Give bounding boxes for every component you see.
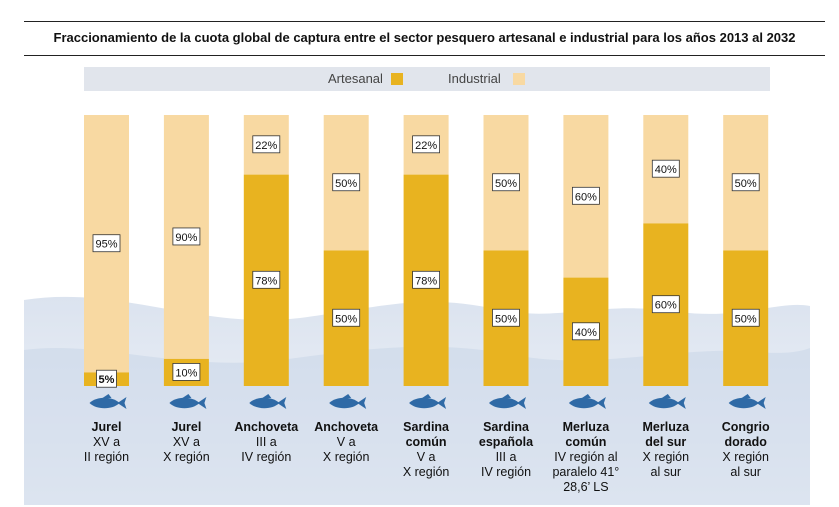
fish-icon <box>728 394 766 409</box>
category-label: Congrio dorado X región al sur <box>691 420 801 480</box>
species-name: Jurel <box>91 420 122 434</box>
data-label-artesanal-1-box <box>172 363 201 381</box>
species-name: Jurel <box>171 420 202 434</box>
category-label: Sardina española III a IV región <box>451 420 561 480</box>
title-rule <box>24 55 825 56</box>
species-name: Merluza del sur <box>642 420 690 449</box>
fish-icon <box>409 394 447 409</box>
data-label-industrial-1-box <box>172 227 201 246</box>
data-label-industrial-2-box <box>252 135 281 154</box>
fish-icon <box>568 394 606 409</box>
data-label-industrial-5-box <box>492 173 520 192</box>
legend-label-industrial: Industrial <box>448 71 501 86</box>
data-label-industrial-8-box <box>731 173 760 192</box>
data-label-artesanal-8: 50% <box>735 313 757 325</box>
data-label-industrial-2: 22% <box>255 140 277 152</box>
data-label-artesanal-5: 50% <box>495 313 517 325</box>
data-label-artesanal-1: 10% <box>175 367 197 379</box>
top-rule <box>24 21 825 22</box>
category-label: Merluza común IV región al paralelo 41° 28,6… <box>531 420 641 495</box>
data-label-industrial-7-box <box>651 159 680 178</box>
data-label-industrial-4: 22% <box>415 140 437 152</box>
data-label-artesanal-0: 5% <box>99 374 115 386</box>
data-label-artesanal-4-box <box>412 270 441 289</box>
data-label-artesanal-6-box <box>572 322 600 341</box>
data-label-industrial-5: 50% <box>495 178 517 190</box>
data-label-industrial-4-box <box>412 135 441 154</box>
data-label-artesanal-7-box <box>651 295 680 314</box>
data-label-artesanal-3-box <box>332 308 361 327</box>
legend-label-artesanal: Artesanal <box>328 71 383 86</box>
species-name: Sardina común <box>403 420 450 449</box>
data-label-artesanal-8-box <box>731 308 760 327</box>
category-label: Anchoveta III a IV región <box>211 420 321 465</box>
data-label-artesanal-6: 40% <box>575 327 597 339</box>
region-range: III a IV región <box>480 450 532 479</box>
region-range: III a IV región <box>241 435 292 464</box>
data-label-industrial-6-box <box>572 186 600 205</box>
chart-title: Fraccionamiento de la cuota global de ca… <box>53 30 796 45</box>
fish-icon <box>329 394 367 409</box>
species-name: Congrio dorado <box>721 420 770 449</box>
data-label-industrial-7: 40% <box>655 164 677 176</box>
species-name: Anchoveta <box>314 420 379 434</box>
data-label-industrial-8: 50% <box>735 178 757 190</box>
data-label-industrial-6: 60% <box>575 191 597 203</box>
fish-icon <box>89 394 127 409</box>
data-label-industrial-3: 50% <box>335 178 357 190</box>
region-range: XV a II región <box>83 435 130 464</box>
legend-swatch-industrial <box>513 73 525 85</box>
data-label-artesanal-4: 78% <box>415 275 437 287</box>
data-label-artesanal-5-box <box>492 308 520 327</box>
region-range: IV región al paralelo 41° 28,6’ LS <box>552 450 620 494</box>
legend-swatch-artesanal <box>391 73 403 85</box>
data-label-industrial-0-box <box>92 234 121 253</box>
fish-icon <box>648 394 686 409</box>
data-label-artesanal-2: 78% <box>255 275 277 287</box>
category-label: Jurel XV a II región <box>52 420 162 465</box>
region-range: X región al sur <box>722 450 769 479</box>
species-name: Sardina española <box>478 420 534 449</box>
fish-icon <box>249 394 287 409</box>
data-label-artesanal-3: 50% <box>335 313 357 325</box>
data-label-industrial-1: 90% <box>175 232 197 244</box>
species-name: Anchoveta <box>234 420 299 434</box>
data-label-artesanal-2-box <box>252 270 281 289</box>
species-name: Merluza común <box>562 420 610 449</box>
fish-icon <box>489 394 526 409</box>
fish-icon <box>169 394 207 409</box>
data-label-artesanal-0-box <box>96 369 117 388</box>
wave-foreground <box>24 346 810 505</box>
data-label-artesanal-7: 60% <box>655 300 677 312</box>
data-label-industrial-0: 95% <box>95 239 117 251</box>
category-label: Merluza del sur X región al sur <box>611 420 721 480</box>
legend: Artesanal Industrial <box>84 67 770 91</box>
region-range: X región al sur <box>642 450 690 479</box>
data-label-industrial-3-box <box>332 173 361 192</box>
